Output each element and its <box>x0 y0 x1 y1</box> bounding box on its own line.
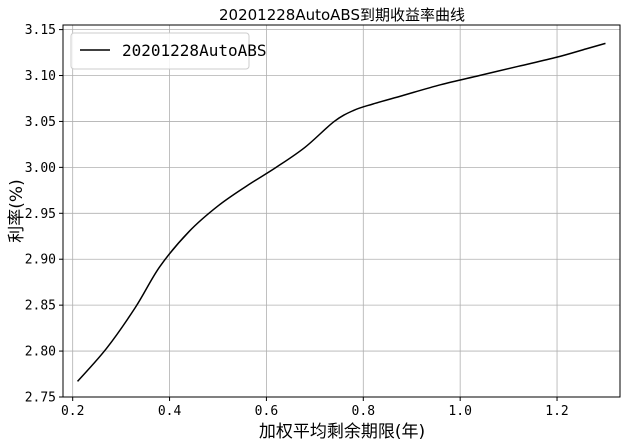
y-tick-label: 3.10 <box>25 69 56 84</box>
legend-box <box>70 32 250 70</box>
x-axis-label: 加权平均剩余期限(年) <box>259 422 425 442</box>
y-tick-label: 2.95 <box>25 207 56 222</box>
chart-title: 20201228AutoABS到期收益率曲线 <box>219 6 465 24</box>
y-axis-label: 利率(%) <box>7 179 27 242</box>
x-tick-label: 0.8 <box>352 404 375 419</box>
y-tick-label: 3.05 <box>25 115 56 130</box>
y-tick-label: 3.15 <box>25 23 56 38</box>
legend-label: 20201228AutoABS <box>122 41 267 60</box>
y-tick-label: 3.00 <box>25 161 56 176</box>
y-tick-label: 2.80 <box>25 345 56 360</box>
tick-layer: 0.2 0.4 0.6 0.8 1.0 1.2 2.75 2.80 2.85 2.90 2.95 3.… <box>25 23 569 419</box>
x-tick-label: 1.0 <box>448 404 471 419</box>
x-tick-label: 0.4 <box>158 404 182 419</box>
series-layer <box>76 42 606 382</box>
y-tick-label: 2.90 <box>25 253 56 268</box>
legend: 20201228AutoABS <box>70 32 267 70</box>
x-tick-label: 1.2 <box>545 404 568 419</box>
x-tick-label: 0.6 <box>255 404 278 419</box>
y-tick-label: 2.85 <box>25 299 56 314</box>
grid-layer <box>63 25 620 398</box>
plot-frame <box>62 24 621 398</box>
y-tick-label: 2.75 <box>25 391 56 406</box>
x-tick-label: 0.2 <box>61 404 84 419</box>
series-line <box>76 42 606 382</box>
